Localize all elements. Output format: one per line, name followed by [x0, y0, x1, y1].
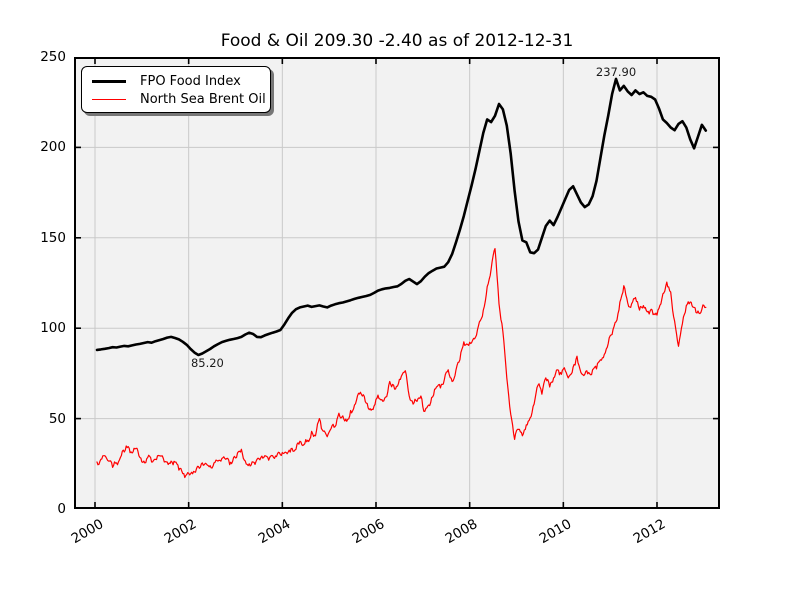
legend-entry-oil: North Sea Brent Oil — [82, 90, 270, 108]
legend: FPO Food Index North Sea Brent Oil — [81, 66, 271, 113]
series-food-line — [95, 77, 708, 357]
annotation-trough: 85.20 — [190, 355, 224, 370]
x-tick-label: 2012 — [630, 516, 668, 548]
y-tick-label: 0 — [57, 501, 66, 517]
chart-title: Food & Oil 209.30 -2.40 as of 2012-12-31 — [220, 31, 574, 51]
chart-svg — [74, 56, 720, 510]
x-tick-label: 2006 — [349, 516, 387, 548]
annotation-peak: 237.90 — [595, 64, 637, 79]
axes-spines — [74, 57, 720, 509]
y-tick-label: 200 — [40, 139, 66, 156]
legend-label-food: FPO Food Index — [140, 73, 241, 89]
series-oil-line — [96, 248, 707, 479]
x-tick-label: 2002 — [161, 516, 200, 548]
y-tick-label: 150 — [40, 229, 66, 246]
legend-sample-food-line — [92, 79, 126, 83]
y-tick-label: 100 — [40, 320, 66, 337]
x-tick-label: 2004 — [255, 516, 294, 548]
y-tick-label: 50 — [48, 410, 66, 427]
x-tick-label: 2000 — [68, 516, 106, 548]
x-tick-label: 2010 — [536, 516, 575, 548]
chart-plot-area — [74, 56, 720, 510]
legend-entry-food: FPO Food Index — [82, 72, 270, 90]
legend-sample-oil-line — [92, 98, 126, 100]
y-tick-label: 250 — [40, 49, 66, 65]
plot-background — [74, 57, 720, 509]
x-tick-label: 2008 — [442, 516, 481, 548]
legend-label-oil: North Sea Brent Oil — [140, 91, 266, 107]
